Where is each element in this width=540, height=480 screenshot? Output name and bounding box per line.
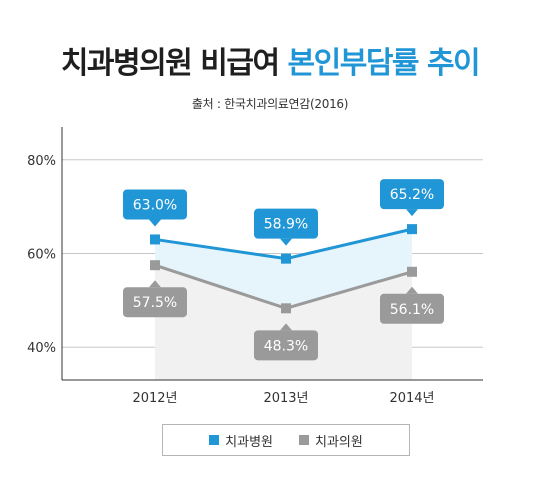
legend: 치과병원 치과의원 xyxy=(162,424,410,456)
callout-box xyxy=(380,293,444,324)
y-tick-label: 80% xyxy=(27,154,56,169)
legend-swatch-clinic xyxy=(299,435,309,445)
hospital-point xyxy=(150,234,160,245)
chart-title: 치과병의원 비급여 본인부담률 추이 xyxy=(0,38,540,82)
callout-box xyxy=(254,330,318,361)
hospital-point xyxy=(281,253,291,264)
callout-box xyxy=(380,179,444,210)
title-part-1: 치과병의원 비급여 xyxy=(60,46,280,81)
callout-pointer xyxy=(280,323,292,331)
clinic-point xyxy=(407,266,417,277)
legend-item-hospital: 치과병원 xyxy=(209,431,273,450)
hospital-data-label: 63.0% xyxy=(123,189,187,227)
y-tick-label: 40% xyxy=(27,341,56,356)
x-tick-label: 2014년 xyxy=(389,391,434,406)
clinic-area xyxy=(155,265,412,380)
clinic-data-label: 48.3% xyxy=(254,323,318,361)
legend-label-clinic: 치과의원 xyxy=(315,434,363,450)
callout-text: 65.2% xyxy=(390,187,434,203)
callout-pointer xyxy=(149,280,161,288)
callout-pointer xyxy=(280,238,292,246)
callout-box xyxy=(123,287,187,318)
source-note: 출처 : 한국치과의료연감(2016) xyxy=(191,97,349,111)
line-chart: 40% 60% 80% 2012년 2013년 2014년 63.0% 58.9% 65.2% 5… xyxy=(27,127,483,406)
callout-pointer xyxy=(406,286,418,294)
x-tick-label: 2013년 xyxy=(263,391,308,406)
hospital-data-label: 58.9% xyxy=(254,208,318,246)
y-tick-label: 60% xyxy=(27,248,56,263)
title-part-2: 본인부담률 추이 xyxy=(287,46,481,81)
hospital-data-label: 65.2% xyxy=(380,179,444,217)
clinic-data-label: 56.1% xyxy=(380,286,444,324)
legend-item-clinic: 치과의원 xyxy=(299,431,363,450)
callout-text: 58.9% xyxy=(264,217,308,233)
callout-text: 48.3% xyxy=(264,338,308,354)
legend-label-hospital: 치과병원 xyxy=(225,434,273,450)
clinic-point xyxy=(281,303,291,314)
callout-box xyxy=(254,208,318,239)
callout-pointer xyxy=(149,219,161,227)
hospital-point xyxy=(407,224,417,235)
clinic-point xyxy=(150,260,160,271)
clinic-data-label: 57.5% xyxy=(123,280,187,318)
legend-swatch-hospital xyxy=(209,435,220,445)
callout-text: 63.0% xyxy=(133,197,177,213)
callout-pointer xyxy=(406,209,418,217)
callout-text: 57.5% xyxy=(133,295,177,311)
callout-text: 56.1% xyxy=(390,302,434,318)
x-tick-label: 2012년 xyxy=(132,391,177,406)
callout-box xyxy=(123,189,187,220)
